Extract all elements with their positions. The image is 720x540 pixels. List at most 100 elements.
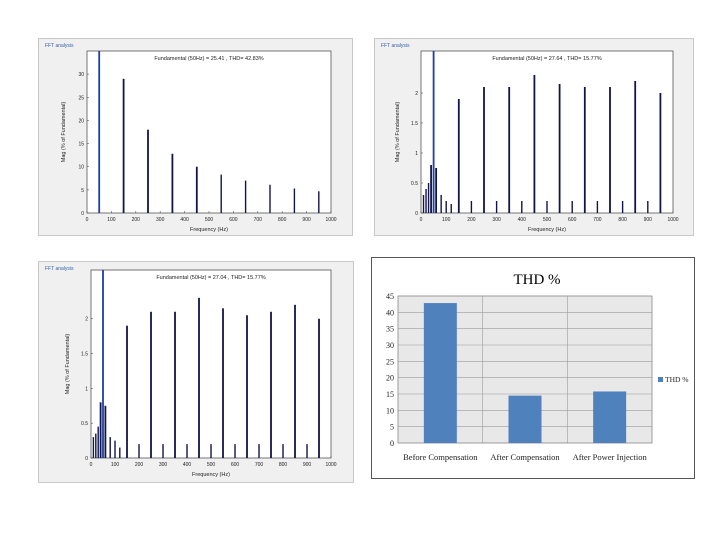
bar [318, 191, 320, 213]
fft-chart-2: FFT analysis Fundamental (50Hz) = 27.64 ,… [381, 43, 679, 233]
x-axis-label: Frequency (Hz) [190, 227, 228, 233]
bar [435, 168, 438, 213]
bar [97, 426, 99, 458]
y-tick-label: 35 [386, 325, 394, 334]
y-tick-label: 0.5 [81, 421, 88, 427]
chart-title: Fundamental (50Hz) = 25.41 , THD= 42.83% [154, 56, 263, 62]
bar [174, 311, 176, 458]
bar [483, 87, 485, 213]
bar [596, 201, 599, 213]
bar [609, 87, 611, 213]
y-tick-label: 0 [390, 439, 394, 448]
y-tick-label: 25 [78, 95, 84, 101]
bar [425, 189, 427, 213]
fft-panel-2: FFT analysis Fundamental (50Hz) = 27.64 ,… [374, 38, 694, 236]
y-axis-label: Mag (% of Fundamental) [65, 334, 71, 395]
bar [508, 395, 542, 443]
bar [647, 201, 649, 213]
bar [92, 437, 95, 458]
bar [423, 303, 457, 443]
y-tick-label: 20 [386, 374, 394, 383]
bar [95, 433, 97, 458]
x-tick-label: After Power Injection [573, 452, 648, 462]
legend-swatch [658, 377, 663, 382]
bar [422, 195, 425, 213]
x-tick-label: 500 [207, 462, 216, 468]
y-tick-label: 5 [81, 188, 84, 194]
y-tick-label: 0 [81, 211, 84, 217]
x-tick-label: 300 [492, 217, 501, 223]
panel-label: FFT analysis [45, 266, 74, 272]
x-tick-label: 800 [618, 217, 627, 223]
chart-title: THD % [513, 272, 560, 288]
bar [147, 129, 149, 213]
legend-label: THD % [665, 375, 689, 384]
bar [457, 99, 460, 213]
bar [430, 165, 432, 213]
bar [186, 444, 188, 458]
y-tick-label: 30 [386, 341, 394, 350]
y-tick-label: 45 [386, 292, 394, 301]
bar [546, 201, 548, 213]
chart-title: Fundamental (50Hz) = 27.04 , THD= 15.77% [156, 275, 265, 281]
y-tick-label: 1.5 [411, 121, 418, 127]
y-tick-label: 1 [415, 151, 418, 157]
x-tick-label: 100 [107, 217, 116, 223]
bar [150, 311, 152, 458]
bar [558, 84, 561, 213]
x-axis-label: Frequency (Hz) [528, 227, 566, 233]
x-tick-label: 0 [420, 217, 423, 223]
bar [220, 174, 222, 213]
bar [119, 447, 121, 458]
x-tick-label: 600 [568, 217, 577, 223]
x-tick-label: 0 [90, 462, 93, 468]
bar [427, 183, 430, 213]
x-tick-label: 0 [86, 217, 89, 223]
x-tick-label: 500 [543, 217, 552, 223]
bar [162, 444, 164, 458]
bar [445, 201, 447, 213]
x-tick-label: 900 [303, 462, 312, 468]
x-tick-label: 200 [135, 462, 144, 468]
bar [210, 444, 212, 458]
bar [258, 444, 260, 458]
bar [104, 405, 107, 458]
y-tick-label: 1 [85, 386, 88, 392]
plot-area [86, 50, 332, 214]
bar [234, 444, 236, 458]
fft-panel-3: FFT analysis Fundamental (50Hz) = 27.04 ,… [38, 261, 354, 483]
bar [222, 308, 224, 458]
bar [114, 440, 116, 458]
y-tick-label: 2 [415, 91, 418, 97]
bar [495, 201, 498, 213]
thd-chart: THD % 0 5 10 15 20 25 30 35 40 45 Before Compensati… [386, 272, 689, 462]
bar [98, 51, 101, 213]
x-tick-label: 1000 [325, 462, 336, 468]
x-tick-label: 700 [254, 217, 263, 223]
x-tick-label: 100 [111, 462, 120, 468]
x-tick-label: 1000 [325, 217, 336, 223]
bar [470, 201, 473, 213]
y-axis-label: Mag (% of Fundamental) [395, 102, 401, 163]
y-axis-label: Mag (% of Fundamental) [61, 102, 67, 163]
bar [109, 437, 111, 458]
y-tick-label: 2 [85, 317, 88, 323]
y-tick-label: 15 [386, 390, 394, 399]
plot-area [420, 50, 674, 214]
bar [282, 444, 284, 458]
bar [521, 201, 523, 213]
bar [432, 51, 435, 213]
bar [195, 166, 198, 213]
bar [571, 201, 573, 213]
chart-title: Fundamental (50Hz) = 27.64 , THD= 15.77% [492, 56, 601, 62]
bar [138, 444, 140, 458]
bar [126, 325, 128, 458]
bar [122, 78, 125, 213]
bar [533, 75, 536, 213]
x-tick-label: 800 [278, 217, 287, 223]
x-tick-label: Before Compensation [403, 452, 478, 462]
x-tick-label: 200 [467, 217, 476, 223]
y-tick-label: 40 [386, 308, 394, 317]
y-tick-label: 30 [78, 72, 84, 78]
x-tick-label: 300 [156, 217, 165, 223]
